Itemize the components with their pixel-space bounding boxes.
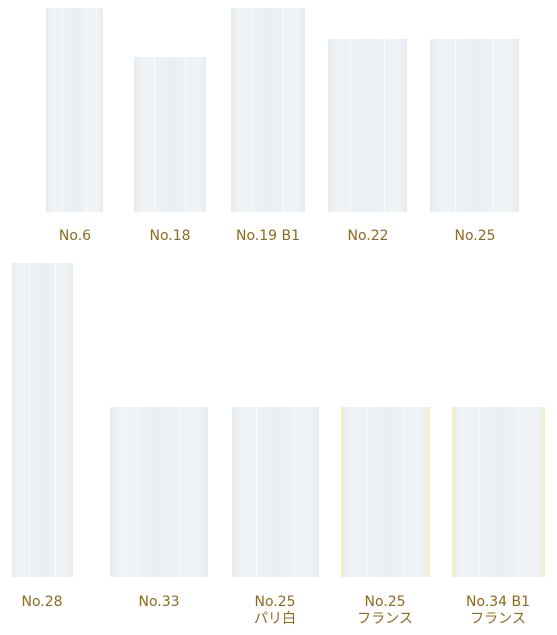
- bag-image[interactable]: [341, 407, 430, 577]
- label-line: フランス: [443, 611, 553, 628]
- product-label[interactable]: No.18: [115, 228, 225, 245]
- bag-image[interactable]: [46, 8, 103, 212]
- bag-image[interactable]: [12, 263, 73, 577]
- label-line: フランス: [330, 611, 440, 628]
- label-line: No.25: [220, 594, 330, 611]
- product-label[interactable]: No.19 B1: [213, 228, 323, 245]
- bag-image[interactable]: [328, 39, 407, 212]
- bag-image[interactable]: [134, 57, 206, 212]
- product-label[interactable]: No.28: [0, 594, 97, 611]
- product-label[interactable]: No.6: [20, 228, 130, 245]
- product-label[interactable]: No.22: [313, 228, 423, 245]
- bag-image[interactable]: [232, 407, 319, 577]
- label-line: No.33: [104, 594, 214, 611]
- label-line: No.28: [0, 594, 97, 611]
- product-label[interactable]: No.25: [420, 228, 530, 245]
- label-line: No.25: [330, 594, 440, 611]
- label-line: No.6: [20, 228, 130, 245]
- label-line: No.25: [420, 228, 530, 245]
- bag-image[interactable]: [231, 8, 305, 212]
- page: No.6 No.18 No.19 B1 No.22 No.25 No.28 No…: [0, 0, 557, 635]
- bag-image[interactable]: [430, 39, 519, 212]
- label-line: No.22: [313, 228, 423, 245]
- label-line: パリ白: [220, 611, 330, 628]
- label-line: No.19 B1: [213, 228, 323, 245]
- label-line: No.18: [115, 228, 225, 245]
- bag-image[interactable]: [452, 407, 545, 577]
- bag-image[interactable]: [110, 407, 208, 577]
- product-label[interactable]: No.33: [104, 594, 214, 611]
- label-line: No.34 B1: [443, 594, 553, 611]
